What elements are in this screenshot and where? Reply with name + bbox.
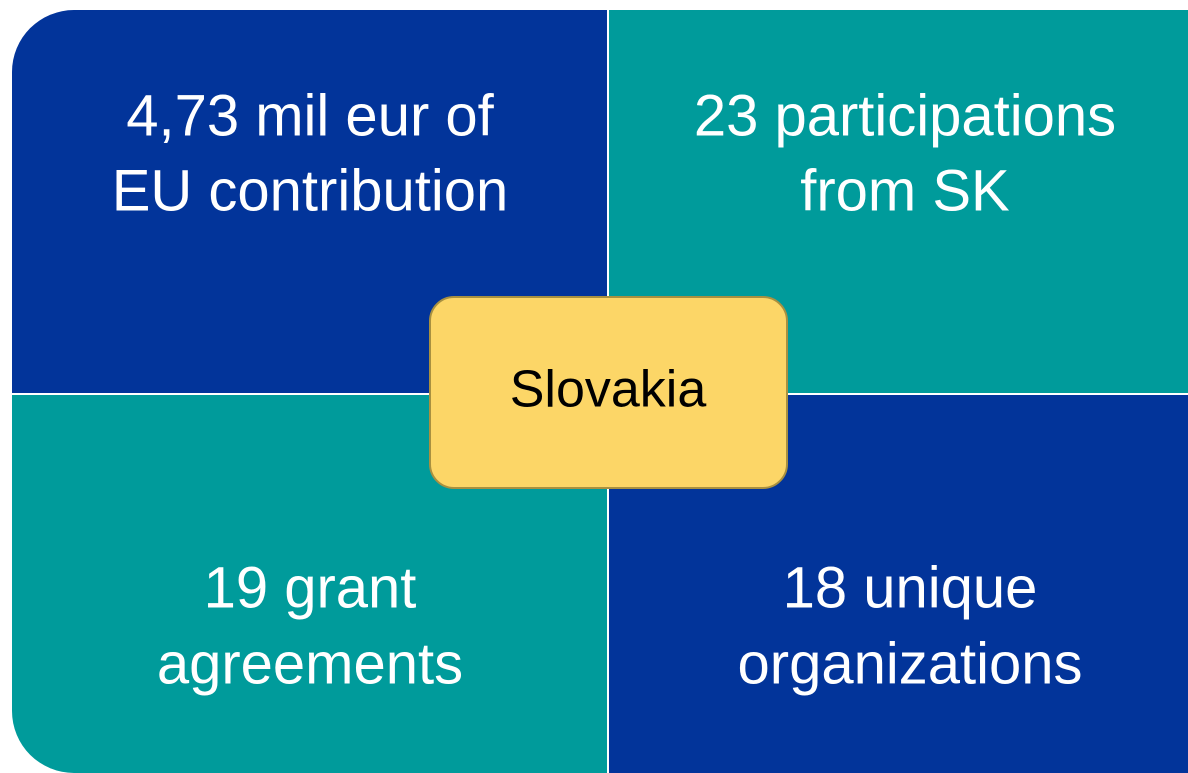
quadrant-text: 18 unique [783, 555, 1038, 620]
quadrant-text: from SK [800, 158, 1010, 223]
quadrant-text: 4,73 mil eur of [126, 83, 494, 148]
quadrant-text: EU contribution [112, 158, 509, 223]
quadrant-text: 23 participations [694, 83, 1116, 148]
quadrant-text: organizations [738, 631, 1083, 696]
center-box [429, 296, 788, 489]
quadrant-text: agreements [157, 631, 463, 696]
center-label: Slovakia [510, 361, 707, 419]
quadrant-text: 19 grant [204, 555, 417, 620]
